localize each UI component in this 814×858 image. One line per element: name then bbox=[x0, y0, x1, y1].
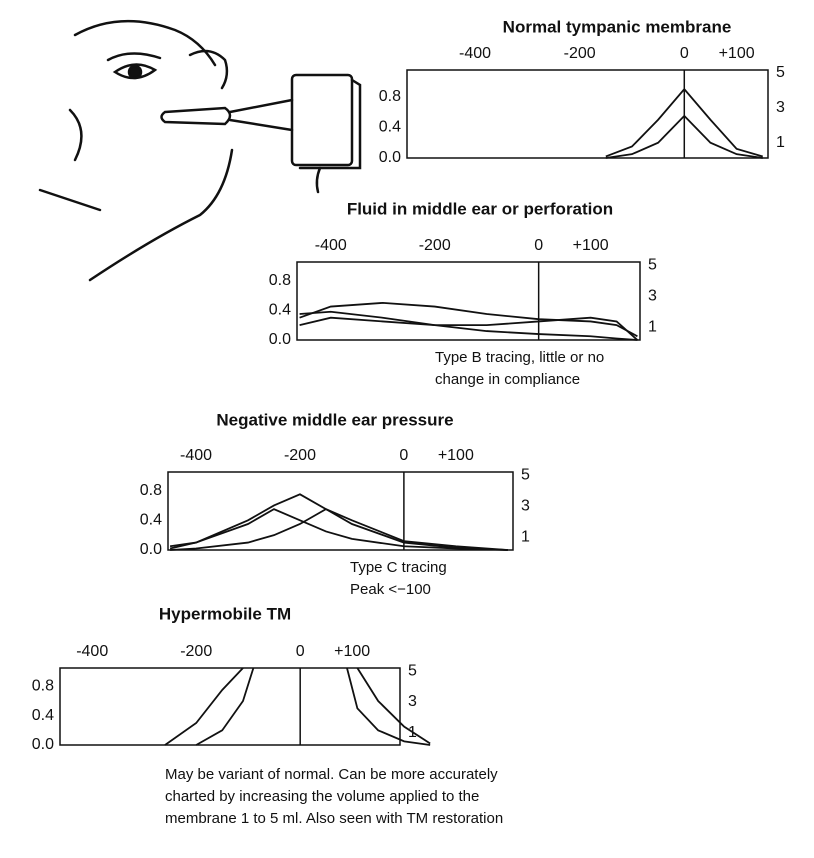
tympanogram: Fluid in middle ear or perforation -400 -2… bbox=[269, 199, 657, 387]
annotation: charted by increasing the volume applied… bbox=[165, 788, 479, 805]
y-tick-label: 0.4 bbox=[379, 119, 401, 136]
x-tick-label: -400 bbox=[76, 643, 108, 660]
curve bbox=[195, 667, 431, 746]
y2-tick-label: 5 bbox=[648, 256, 657, 273]
y-tick-label: 0.8 bbox=[32, 678, 54, 695]
x-tick-label: +100 bbox=[573, 237, 609, 254]
eye bbox=[112, 63, 158, 80]
brow-line bbox=[73, 19, 217, 67]
y2-tick-label: 3 bbox=[408, 693, 417, 710]
plot-frame bbox=[296, 261, 641, 341]
jaw bbox=[88, 148, 234, 282]
eyebrow bbox=[106, 52, 162, 62]
curve bbox=[605, 87, 764, 158]
tympanometer bbox=[290, 73, 354, 167]
y-tick-label: 0.0 bbox=[32, 736, 54, 753]
curve bbox=[164, 667, 431, 746]
y2-tick-label: 5 bbox=[408, 662, 417, 679]
curve bbox=[605, 114, 763, 159]
annotation: Type B tracing, little or no bbox=[435, 349, 604, 366]
chart-title: Negative middle ear pressure bbox=[216, 410, 453, 429]
plot-frame bbox=[406, 69, 769, 159]
y2-tick-label: 3 bbox=[776, 99, 785, 116]
y2-tick-label: 3 bbox=[521, 498, 530, 515]
x-tick-label: +100 bbox=[438, 447, 474, 464]
tympanogram: Hypermobile TM-400 -200 0 +1000.00.40.8531M… bbox=[32, 604, 503, 826]
x-tick-label: 0 bbox=[680, 45, 689, 62]
annotation: change in compliance bbox=[435, 371, 580, 388]
y-tick-label: 0.0 bbox=[379, 149, 401, 166]
y2-tick-label: 1 bbox=[648, 319, 657, 336]
x-tick-label: 0 bbox=[534, 237, 543, 254]
annotation: Peak <−100 bbox=[350, 581, 431, 598]
ear-top bbox=[188, 49, 229, 90]
x-tick-label: -400 bbox=[180, 447, 212, 464]
annotation: May be variant of normal. Can be more ac… bbox=[165, 766, 498, 783]
x-tick-label: 0 bbox=[399, 447, 408, 464]
y-tick-label: 0.0 bbox=[269, 331, 291, 348]
x-tick-label: -200 bbox=[284, 447, 316, 464]
curve bbox=[170, 508, 508, 551]
cable bbox=[315, 166, 322, 194]
x-tick-label: -400 bbox=[315, 237, 347, 254]
plot-frame bbox=[59, 667, 401, 746]
x-tick-label: 0 bbox=[296, 643, 305, 660]
pupil bbox=[127, 64, 143, 80]
chart-title: Fluid in middle ear or perforation bbox=[347, 199, 613, 218]
tympanogram: Normal tympanic membrane -400 -200 0 +100 0.0… bbox=[379, 17, 785, 166]
y2-tick-label: 1 bbox=[521, 529, 530, 546]
y-tick-label: 0.0 bbox=[140, 541, 162, 558]
y-tick-label: 0.4 bbox=[140, 512, 162, 529]
curve bbox=[299, 301, 638, 338]
curve bbox=[169, 493, 508, 551]
y2-tick-label: 5 bbox=[776, 64, 785, 81]
curve bbox=[299, 316, 639, 341]
x-tick-label: -400 bbox=[459, 45, 491, 62]
illustration bbox=[38, 19, 362, 282]
curve bbox=[299, 310, 638, 341]
nose bbox=[68, 108, 83, 162]
probe bbox=[160, 106, 232, 126]
curve bbox=[169, 508, 508, 551]
x-tick-label: -200 bbox=[564, 45, 596, 62]
x-tick-label: -200 bbox=[180, 643, 212, 660]
y-tick-label: 0.4 bbox=[269, 302, 291, 319]
y-tick-label: 0.8 bbox=[269, 272, 291, 289]
probe-tube bbox=[228, 98, 294, 132]
x-tick-label: -200 bbox=[419, 237, 451, 254]
y2-tick-label: 5 bbox=[521, 466, 530, 483]
x-tick-label: +100 bbox=[719, 45, 755, 62]
annotation: membrane 1 to 5 ml. Also seen with TM re… bbox=[165, 810, 503, 827]
tympanogram: Negative middle ear pressure -400 -200 0 +10… bbox=[140, 410, 530, 597]
y2-tick-label: 1 bbox=[776, 134, 785, 151]
y2-tick-label: 3 bbox=[648, 288, 657, 305]
annotation: Type C tracing bbox=[350, 559, 447, 576]
y-tick-label: 0.8 bbox=[140, 482, 162, 499]
chart-title: Normal tympanic membrane bbox=[503, 17, 732, 36]
tympanometer-side bbox=[298, 78, 362, 170]
y-tick-label: 0.4 bbox=[32, 707, 54, 724]
chart-title: Hypermobile TM bbox=[159, 604, 291, 623]
x-tick-label: +100 bbox=[334, 643, 370, 660]
y-tick-label: 0.8 bbox=[379, 88, 401, 105]
mouth bbox=[38, 188, 102, 212]
plot-frame bbox=[167, 471, 514, 551]
